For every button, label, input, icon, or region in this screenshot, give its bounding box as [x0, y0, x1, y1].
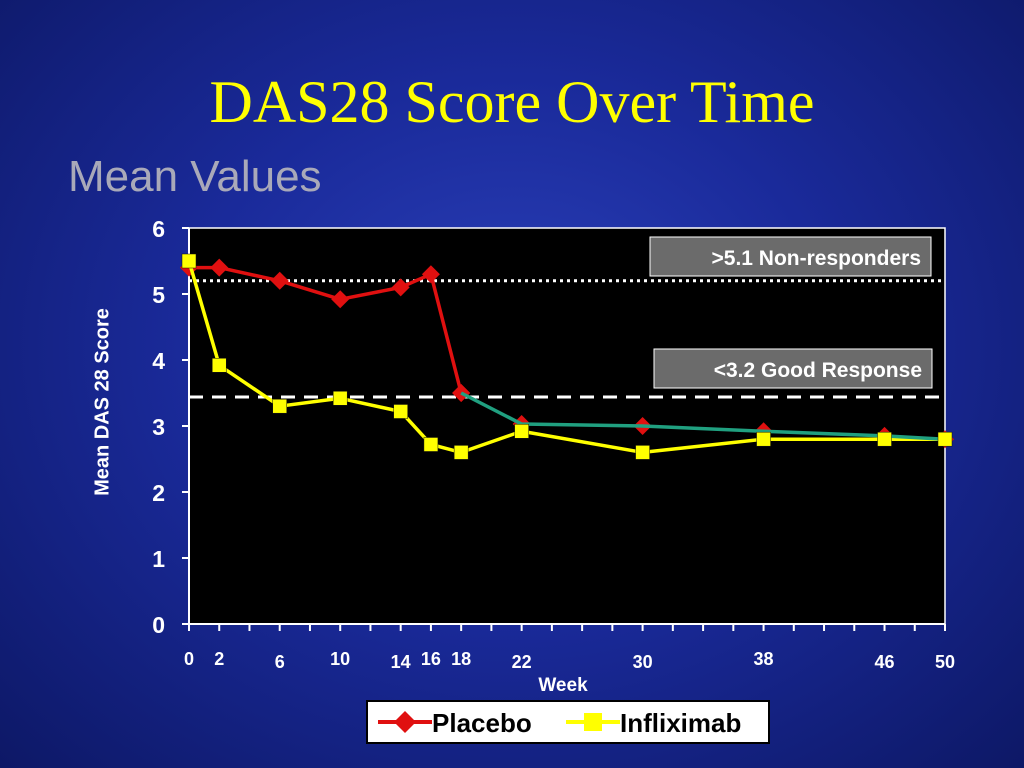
infliximab-point [181, 253, 197, 269]
infliximab-point [877, 431, 892, 447]
x-tick-label: 22 [512, 652, 532, 672]
placebo-point [421, 265, 440, 284]
placebo-point [270, 271, 289, 290]
y-tick-label: 6 [152, 216, 165, 242]
chart-legend: Placebo Infliximab [366, 700, 770, 744]
y-tick-label: 4 [152, 348, 165, 374]
y-tick-label: 3 [152, 414, 165, 440]
infliximab-point [937, 431, 953, 447]
placebo-legend-marker-icon [378, 711, 432, 733]
x-axis-label: Week [538, 675, 588, 696]
y-tick-label: 2 [152, 480, 165, 506]
legend-label-infliximab: Infliximab [620, 708, 742, 738]
x-tick-label: 38 [754, 649, 774, 669]
reference-label-box [649, 236, 932, 277]
infliximab-line [187, 260, 945, 455]
placebo-point [331, 290, 350, 309]
y-tick-label: 1 [152, 546, 165, 572]
crossover-line [460, 391, 946, 441]
y-tick-label: 5 [152, 282, 165, 308]
legend-label-placebo: Placebo [432, 708, 532, 738]
placebo-point [391, 278, 410, 297]
infliximab-point [272, 398, 287, 414]
x-tick-label: 6 [275, 652, 285, 672]
infliximab-point [453, 445, 469, 460]
reference-label-box [653, 348, 933, 389]
infliximab-legend-marker-icon [566, 713, 620, 731]
reference-line-label: <3.2 Good Response [714, 359, 922, 382]
x-tick-label: 46 [875, 652, 895, 672]
infliximab-point [423, 437, 439, 452]
slide-title: DAS28 Score Over Time [209, 69, 815, 135]
infliximab-point [756, 431, 771, 447]
infliximab-point [393, 404, 408, 419]
x-tick-label: 10 [330, 649, 350, 669]
reference-line-label: >5.1 Non-responders [712, 247, 921, 270]
infliximab-point [332, 391, 348, 406]
x-tick-label: 30 [633, 652, 653, 672]
slide-subtitle: Mean Values [68, 152, 322, 201]
infliximab-point [211, 358, 227, 373]
y-tick-label: 0 [152, 612, 165, 638]
x-tick-label: 14 [391, 652, 411, 672]
x-tick-label: 0 [184, 649, 194, 669]
infliximab-point [514, 424, 529, 439]
x-tick-label: 2 [214, 649, 224, 669]
x-tick-label: 18 [451, 649, 471, 669]
x-tick-label: 50 [935, 652, 955, 672]
placebo-point [210, 258, 229, 277]
x-tick-label: 16 [421, 649, 441, 669]
infliximab-point [635, 445, 650, 460]
